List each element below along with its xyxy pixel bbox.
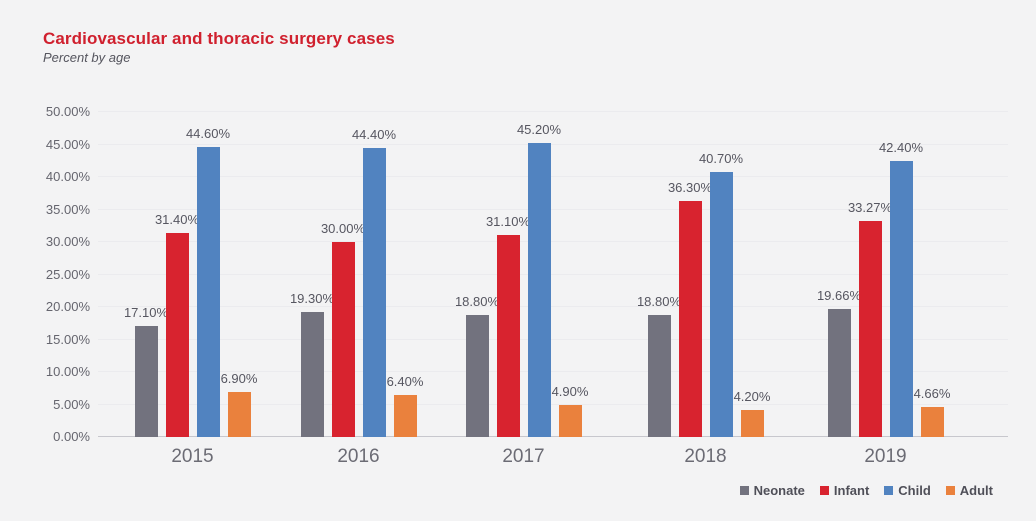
bar-value-label: 19.30% <box>289 290 335 306</box>
y-tick-label: 45.00% <box>45 136 90 152</box>
bar-value-label: 44.60% <box>185 126 231 142</box>
bar-value-label: 18.80% <box>636 293 682 309</box>
gridline <box>98 403 1008 405</box>
y-tick-label: 20.00% <box>45 299 90 314</box>
bar-value-label: 31.10% <box>485 213 531 229</box>
neonate-bar-2017 <box>465 314 489 437</box>
legend-label-infant: Infant <box>833 483 870 498</box>
bar-value-label: 6.90% <box>220 371 258 387</box>
child-bar-2016 <box>362 148 386 437</box>
adult-bar-2019 <box>920 406 944 437</box>
y-tick-label: 35.00% <box>45 201 90 217</box>
y-tick-label: 5.00% <box>53 396 90 412</box>
infant-bar-2015 <box>165 232 189 437</box>
legend-label-adult: Adult <box>959 483 993 498</box>
plot-area: 0.00% 5.00% 10.00% 15.00% 20.00% 25.00% 30.00%… <box>46 104 1008 467</box>
y-tick-label: 0.00% <box>53 429 90 444</box>
y-tick-label: 15.00% <box>45 331 90 347</box>
y-tick-label: 40.00% <box>45 169 90 184</box>
legend-label-neonate: Neonate <box>753 483 805 498</box>
gridline <box>98 338 1008 340</box>
x-axis-label-2017: 2017 <box>502 446 545 467</box>
gridline <box>98 371 1008 372</box>
neonate-bar-2018 <box>647 314 671 437</box>
chart-title: Cardiovascular and thoracic surgery case… <box>43 29 395 48</box>
gridline <box>98 241 1008 242</box>
neonate-bar-2019 <box>827 309 851 437</box>
infant-bar-2017 <box>496 234 520 437</box>
bar-value-label: 30.00% <box>320 221 366 236</box>
gridline <box>98 111 1008 112</box>
bar-value-label: 36.30% <box>667 180 713 196</box>
legend: Neonate Infant Child Adult <box>739 483 993 498</box>
bar-value-label: 19.66% <box>816 288 862 304</box>
bar-value-label: 42.40% <box>878 140 924 156</box>
x-axis-label-2018: 2018 <box>684 446 727 467</box>
infant-bar-2019 <box>858 220 882 437</box>
infant-bar-2016 <box>331 242 355 437</box>
gridline <box>98 143 1008 145</box>
legend-swatch-child <box>884 486 894 495</box>
x-axis-label-2015: 2015 <box>171 446 214 467</box>
bar-value-label: 4.20% <box>733 388 771 404</box>
y-tick-label: 25.00% <box>45 266 90 282</box>
legend-item-adult: Adult <box>945 483 993 498</box>
bar-value-label: 33.27% <box>847 199 893 215</box>
x-axis-label-2019: 2019 <box>864 446 907 467</box>
child-bar-2019 <box>889 161 913 437</box>
y-tick-label: 10.00% <box>45 364 90 379</box>
legend-item-child: Child <box>884 483 931 498</box>
legend-item-neonate: Neonate <box>739 483 805 498</box>
bar-value-label: 17.10% <box>123 304 169 320</box>
x-axis-label-2016: 2016 <box>337 446 380 467</box>
neonate-bar-2016 <box>300 311 324 437</box>
legend-swatch-neonate <box>739 486 749 495</box>
x-axis-line <box>98 436 1008 437</box>
child-bar-2017 <box>527 143 551 437</box>
bar-value-label: 4.66% <box>913 385 951 401</box>
gridline <box>98 176 1008 177</box>
child-bar-2018 <box>709 172 733 437</box>
legend-swatch-infant <box>819 486 829 495</box>
gridline <box>98 273 1008 275</box>
gridline <box>98 306 1008 307</box>
bar-value-label: 18.80% <box>454 293 500 309</box>
gridline <box>98 208 1008 210</box>
legend-swatch-adult <box>945 486 955 495</box>
legend-label-child: Child <box>898 483 931 498</box>
y-tick-label: 30.00% <box>45 234 90 249</box>
adult-bar-2015 <box>227 392 251 437</box>
bar-value-label: 31.40% <box>154 211 200 227</box>
bar-value-label: 45.20% <box>516 122 562 138</box>
bar-value-label: 6.40% <box>386 374 424 390</box>
child-bar-2015 <box>196 147 220 437</box>
bar-value-label: 4.90% <box>551 384 589 400</box>
adult-bar-2018 <box>740 409 764 437</box>
bar-value-label: 44.40% <box>351 127 397 143</box>
y-tick-label: 50.00% <box>45 104 90 119</box>
infant-bar-2018 <box>678 201 702 437</box>
bar-value-label: 40.70% <box>698 151 744 167</box>
neonate-bar-2015 <box>134 325 158 437</box>
legend-item-infant: Infant <box>819 483 870 498</box>
adult-bar-2017 <box>558 405 582 437</box>
adult-bar-2016 <box>393 395 417 437</box>
chart-subtitle: Percent by age <box>43 50 131 65</box>
